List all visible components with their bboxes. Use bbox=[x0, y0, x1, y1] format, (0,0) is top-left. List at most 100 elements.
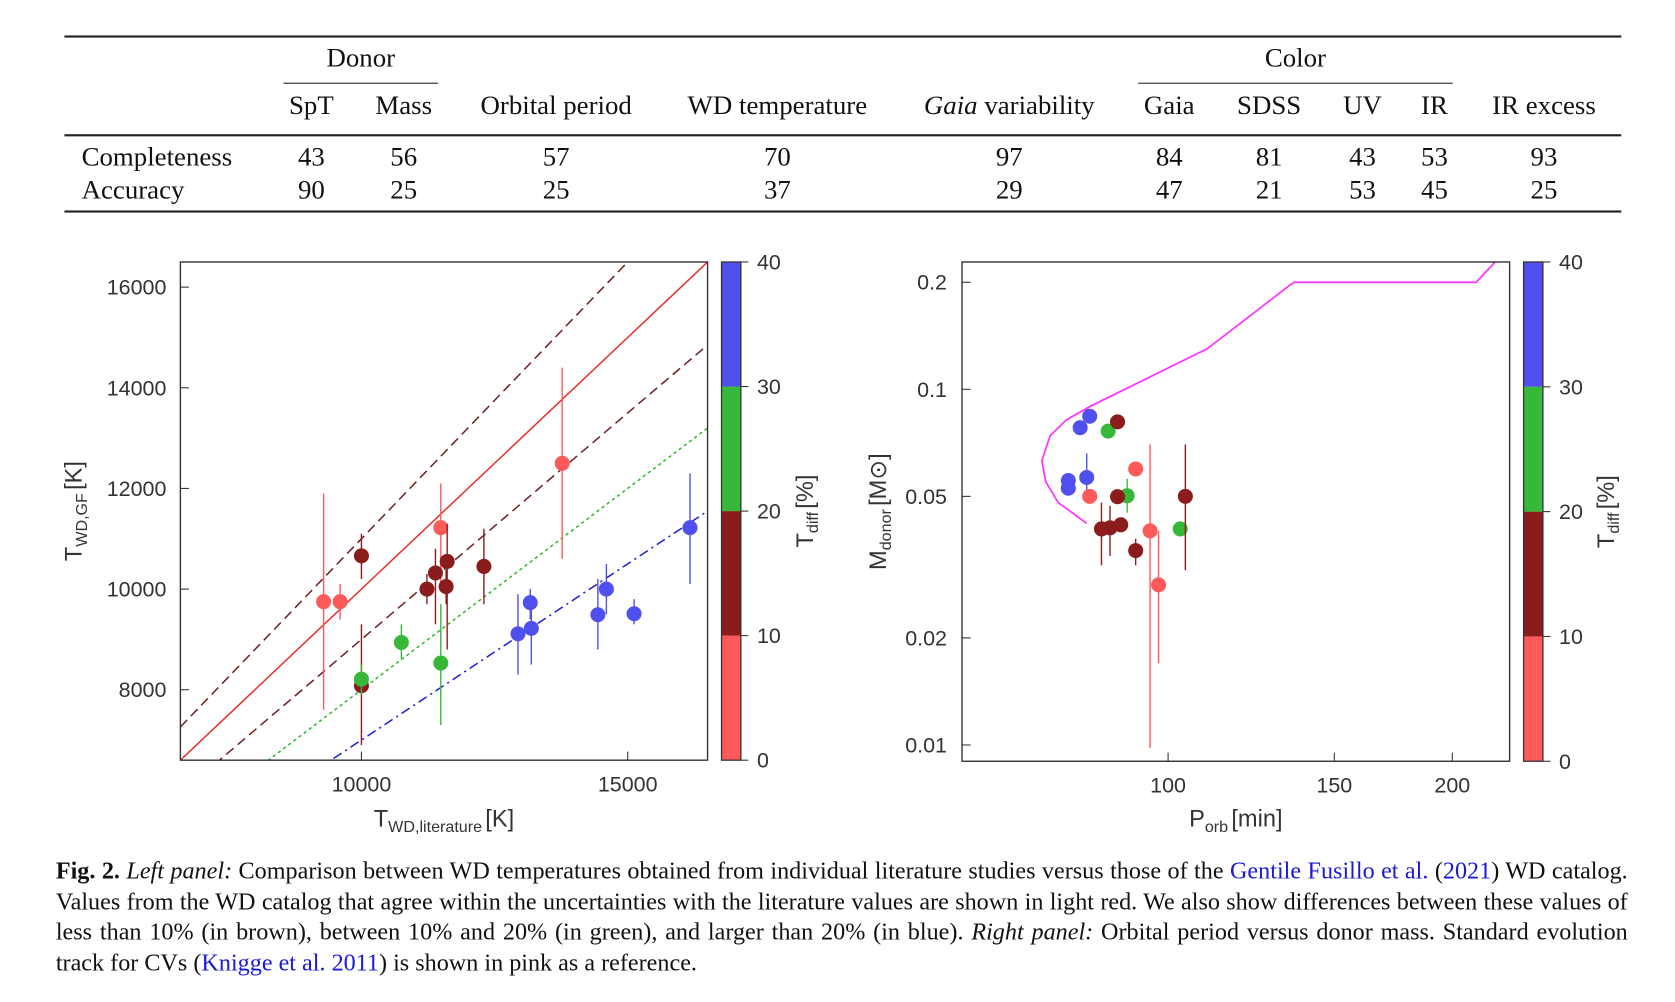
table-bottom-rule bbox=[64, 210, 1622, 213]
reference-line-dotted bbox=[266, 427, 708, 761]
label-unit: [%] bbox=[793, 475, 819, 509]
evolution-track-line bbox=[1040, 261, 1496, 524]
label-symbol: T bbox=[62, 547, 88, 561]
x-tick-label: 200 bbox=[1434, 773, 1470, 797]
data-point bbox=[1151, 577, 1167, 593]
x-tick-label: 100 bbox=[1150, 773, 1186, 797]
data-point bbox=[626, 606, 642, 622]
table-cell: 93 bbox=[1530, 142, 1558, 172]
data-point bbox=[682, 520, 698, 536]
data-point bbox=[590, 607, 606, 623]
caption-fig-label: Fig. 2. bbox=[55, 856, 120, 884]
data-point bbox=[439, 553, 455, 569]
caption-left-panel: Left panel: bbox=[126, 856, 233, 884]
y-tick-label: 0.2 bbox=[917, 271, 947, 295]
data-point bbox=[433, 520, 449, 536]
caption-text: ( bbox=[1428, 856, 1443, 884]
data-point bbox=[510, 626, 526, 642]
colorbar-tick-label: 0 bbox=[1559, 750, 1571, 774]
data-point bbox=[438, 579, 454, 595]
plot-frame bbox=[179, 261, 709, 761]
data-point bbox=[393, 634, 409, 650]
citation-link-knigge[interactable]: Knigge et al. 2011 bbox=[201, 948, 379, 976]
data-point bbox=[522, 595, 538, 611]
label-symbol: T bbox=[793, 533, 819, 547]
y-tick-label: 12000 bbox=[107, 477, 167, 501]
data-point bbox=[476, 558, 492, 574]
y-tick-label: 14000 bbox=[107, 376, 167, 400]
table-mid-rule bbox=[64, 134, 1622, 137]
data-point bbox=[353, 671, 369, 687]
data-point bbox=[1128, 543, 1144, 559]
colorbar-segment bbox=[1523, 386, 1543, 512]
colorbar-tick-label: 30 bbox=[757, 375, 781, 399]
table-cell: 25 bbox=[542, 176, 570, 206]
colorbar-label: Tdiff [%] bbox=[1594, 475, 1623, 548]
label-symbol: T bbox=[1594, 534, 1620, 548]
column-header: SpT bbox=[288, 91, 334, 121]
column-header: WD temperature bbox=[687, 91, 868, 121]
colorbar-segment bbox=[721, 635, 741, 761]
colorbar-tick-label: 30 bbox=[1559, 375, 1583, 399]
column-header: UV bbox=[1343, 91, 1382, 121]
data-point bbox=[1082, 488, 1098, 504]
colorbar-segment bbox=[721, 511, 741, 636]
data-point bbox=[598, 581, 614, 597]
label-subscript: WD,literature bbox=[388, 818, 482, 836]
citation-link-year[interactable]: 2021 bbox=[1442, 856, 1492, 884]
reference-line-dashed bbox=[180, 261, 629, 728]
x-tick-label: 15000 bbox=[598, 772, 658, 796]
colorbar-tick-label: 40 bbox=[1559, 250, 1583, 274]
table-cell: 90 bbox=[297, 176, 325, 206]
y-tick-label: 0.01 bbox=[905, 733, 947, 757]
table-cell: 25 bbox=[1530, 176, 1558, 206]
data-point bbox=[419, 581, 435, 597]
plot-area bbox=[180, 261, 708, 761]
data-point bbox=[353, 548, 369, 564]
citation-link-gentile-fusillo[interactable]: Gentile Fusillo et al. bbox=[1229, 856, 1429, 884]
column-group-header: Color bbox=[1264, 44, 1326, 74]
data-point bbox=[523, 620, 539, 636]
data-point bbox=[1082, 408, 1098, 424]
label-symbol: P bbox=[1189, 807, 1205, 833]
x-tick-label: 10000 bbox=[332, 772, 392, 796]
column-header: IR bbox=[1421, 91, 1448, 121]
column-header: Orbital period bbox=[480, 91, 632, 121]
table-cell: 29 bbox=[995, 176, 1023, 206]
row-label: Completeness bbox=[81, 142, 233, 172]
table-cell: 53 bbox=[1421, 142, 1448, 172]
data-point bbox=[1110, 414, 1126, 430]
colorbar-tick-label: 0 bbox=[757, 749, 769, 773]
table-cell: 43 bbox=[1349, 142, 1376, 172]
y-tick-label: 0.02 bbox=[905, 626, 947, 650]
colorbar-segment bbox=[721, 386, 741, 512]
colorbar-tick-label: 20 bbox=[1559, 500, 1583, 524]
label-unit: [M⊙] bbox=[866, 453, 892, 506]
figure-caption: Fig. 2. Left panel: Comparison between W… bbox=[56, 856, 1628, 978]
reference-line-dashed bbox=[218, 344, 708, 761]
label-unit: [min] bbox=[1231, 807, 1282, 833]
caption-text: Orbital period versus donor mass. Standa… bbox=[55, 918, 1628, 976]
colorbar-label: Tdiff [%] bbox=[793, 475, 822, 548]
label-subscript: diff bbox=[1605, 512, 1623, 534]
data-point bbox=[554, 455, 570, 471]
table-cell: 43 bbox=[297, 142, 325, 172]
data-point bbox=[1060, 480, 1076, 496]
data-point bbox=[1079, 469, 1095, 486]
caption-right-panel: Right panel: bbox=[971, 918, 1094, 945]
table-cell: 84 bbox=[1155, 142, 1183, 172]
data-point bbox=[427, 565, 443, 581]
label-unit: [%] bbox=[1594, 475, 1620, 509]
data-point bbox=[1072, 420, 1088, 436]
column-group-rule bbox=[1138, 82, 1453, 84]
label-subscript: orb bbox=[1205, 818, 1228, 836]
table-cell: 45 bbox=[1421, 176, 1448, 206]
left-panel: 10000 15000800010000120001400016000TWD,li… bbox=[62, 250, 823, 836]
x-tick-label: 150 bbox=[1316, 773, 1352, 797]
data-point bbox=[332, 594, 348, 610]
data-point bbox=[1100, 423, 1116, 439]
x-axis-label: Porb [min] bbox=[1189, 807, 1282, 836]
y-tick-label: 16000 bbox=[107, 276, 167, 300]
